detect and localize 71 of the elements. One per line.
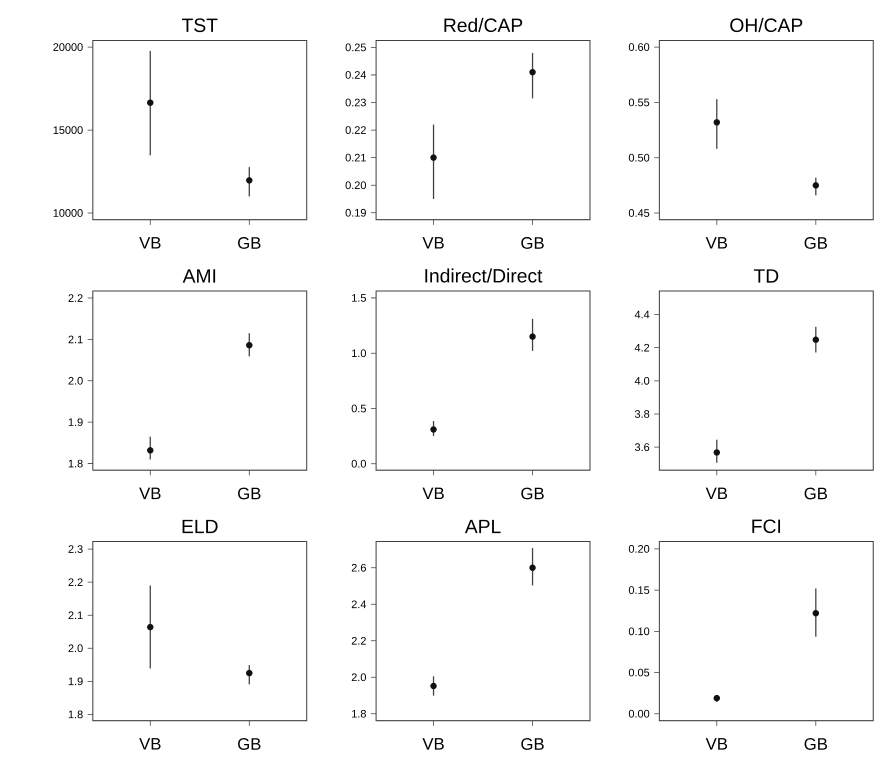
x-tick-label: VB [139, 236, 161, 248]
y-tick-label: 0.25 [346, 43, 366, 52]
y-tick-label: 2.1 [68, 335, 83, 344]
y-tick-label: 2.4 [352, 600, 366, 608]
y-tick-label: 3.6 [634, 443, 650, 451]
x-tick-label: GB [804, 738, 827, 750]
y-tick-label: 0.20 [346, 181, 366, 189]
x-tick-label: GB [238, 738, 260, 750]
y-tick-label: 1.0 [352, 349, 366, 357]
y-tick-label: 0.19 [346, 208, 366, 217]
y-tick-label: 0.15 [628, 586, 650, 594]
y-tick-label: 0.21 [346, 154, 366, 162]
y-tick-label: 2.6 [352, 564, 366, 572]
x-tick-label: VB [139, 487, 161, 499]
x-tick-label: VB [706, 487, 728, 499]
x-tick-label: GB [804, 236, 827, 249]
x-tick-label: GB [238, 487, 260, 500]
y-tick-label: 4.2 [634, 344, 650, 352]
y-tick-label: 2.1 [68, 611, 83, 619]
y-tick-label: 0.10 [628, 627, 650, 636]
y-tick-label: 15000 [54, 126, 83, 134]
y-tick-label: 2.2 [68, 294, 83, 302]
chart-title: AMI [182, 269, 216, 282]
y-tick-label: 0.55 [628, 98, 650, 106]
x-tick-label: GB [804, 487, 827, 500]
y-tick-label: 0.24 [346, 70, 366, 79]
x-tick-label: VB [422, 487, 444, 499]
chart-title: TST [182, 18, 218, 32]
x-tick-label: VB [422, 738, 444, 750]
chart-title: Indirect/Direct [425, 268, 542, 282]
x-tick-label: VB [706, 236, 728, 248]
x-tick-label: VB [139, 738, 161, 750]
chart-title: TD [754, 269, 778, 282]
y-tick-label: 1.9 [68, 677, 83, 686]
chart-title: OH/CAP [730, 18, 802, 32]
y-tick-label: 3.8 [634, 410, 650, 418]
y-tick-label: 0.00 [628, 710, 650, 718]
y-tick-label: 2.0 [68, 376, 83, 385]
y-tick-label: 4.4 [634, 310, 650, 318]
x-tick-label: GB [238, 236, 260, 249]
y-tick-label: 4.0 [634, 376, 650, 385]
y-tick-label: 20000 [53, 43, 83, 51]
y-tick-label: 2.0 [352, 673, 366, 681]
x-tick-label: GB [521, 487, 544, 500]
y-tick-label: 0.60 [628, 43, 650, 51]
y-tick-label: 0.45 [628, 209, 650, 217]
x-tick-label: VB [706, 738, 728, 750]
y-tick-label: 1.8 [68, 710, 83, 718]
y-tick-label: 1.5 [352, 294, 366, 302]
y-tick-label: 0.23 [346, 98, 366, 106]
y-tick-label: 0.0 [352, 460, 366, 468]
y-tick-label: 0.05 [628, 668, 650, 676]
x-tick-label: GB [521, 236, 544, 249]
y-tick-label: 1.8 [68, 460, 83, 468]
y-tick-label: 1.8 [352, 710, 366, 718]
x-tick-label: VB [422, 236, 444, 248]
chart-title: APL [464, 520, 501, 533]
x-tick-label: GB [521, 738, 544, 750]
y-tick-label: 10000 [54, 209, 83, 217]
y-tick-label: 2.2 [68, 578, 83, 586]
chart-title: FCI [752, 519, 780, 533]
chart-title: Red/CAP [444, 18, 522, 32]
y-tick-label: 1.9 [68, 418, 83, 426]
chart-title: ELD [182, 520, 218, 533]
y-tick-label: 2.3 [68, 545, 83, 553]
y-tick-label: 2.2 [352, 636, 366, 644]
y-tick-label: 2.0 [68, 644, 83, 652]
y-tick-label: 0.5 [352, 404, 366, 412]
y-tick-label: 0.20 [628, 544, 650, 553]
y-tick-label: 0.50 [628, 154, 650, 162]
y-tick-label: 0.22 [346, 126, 366, 134]
